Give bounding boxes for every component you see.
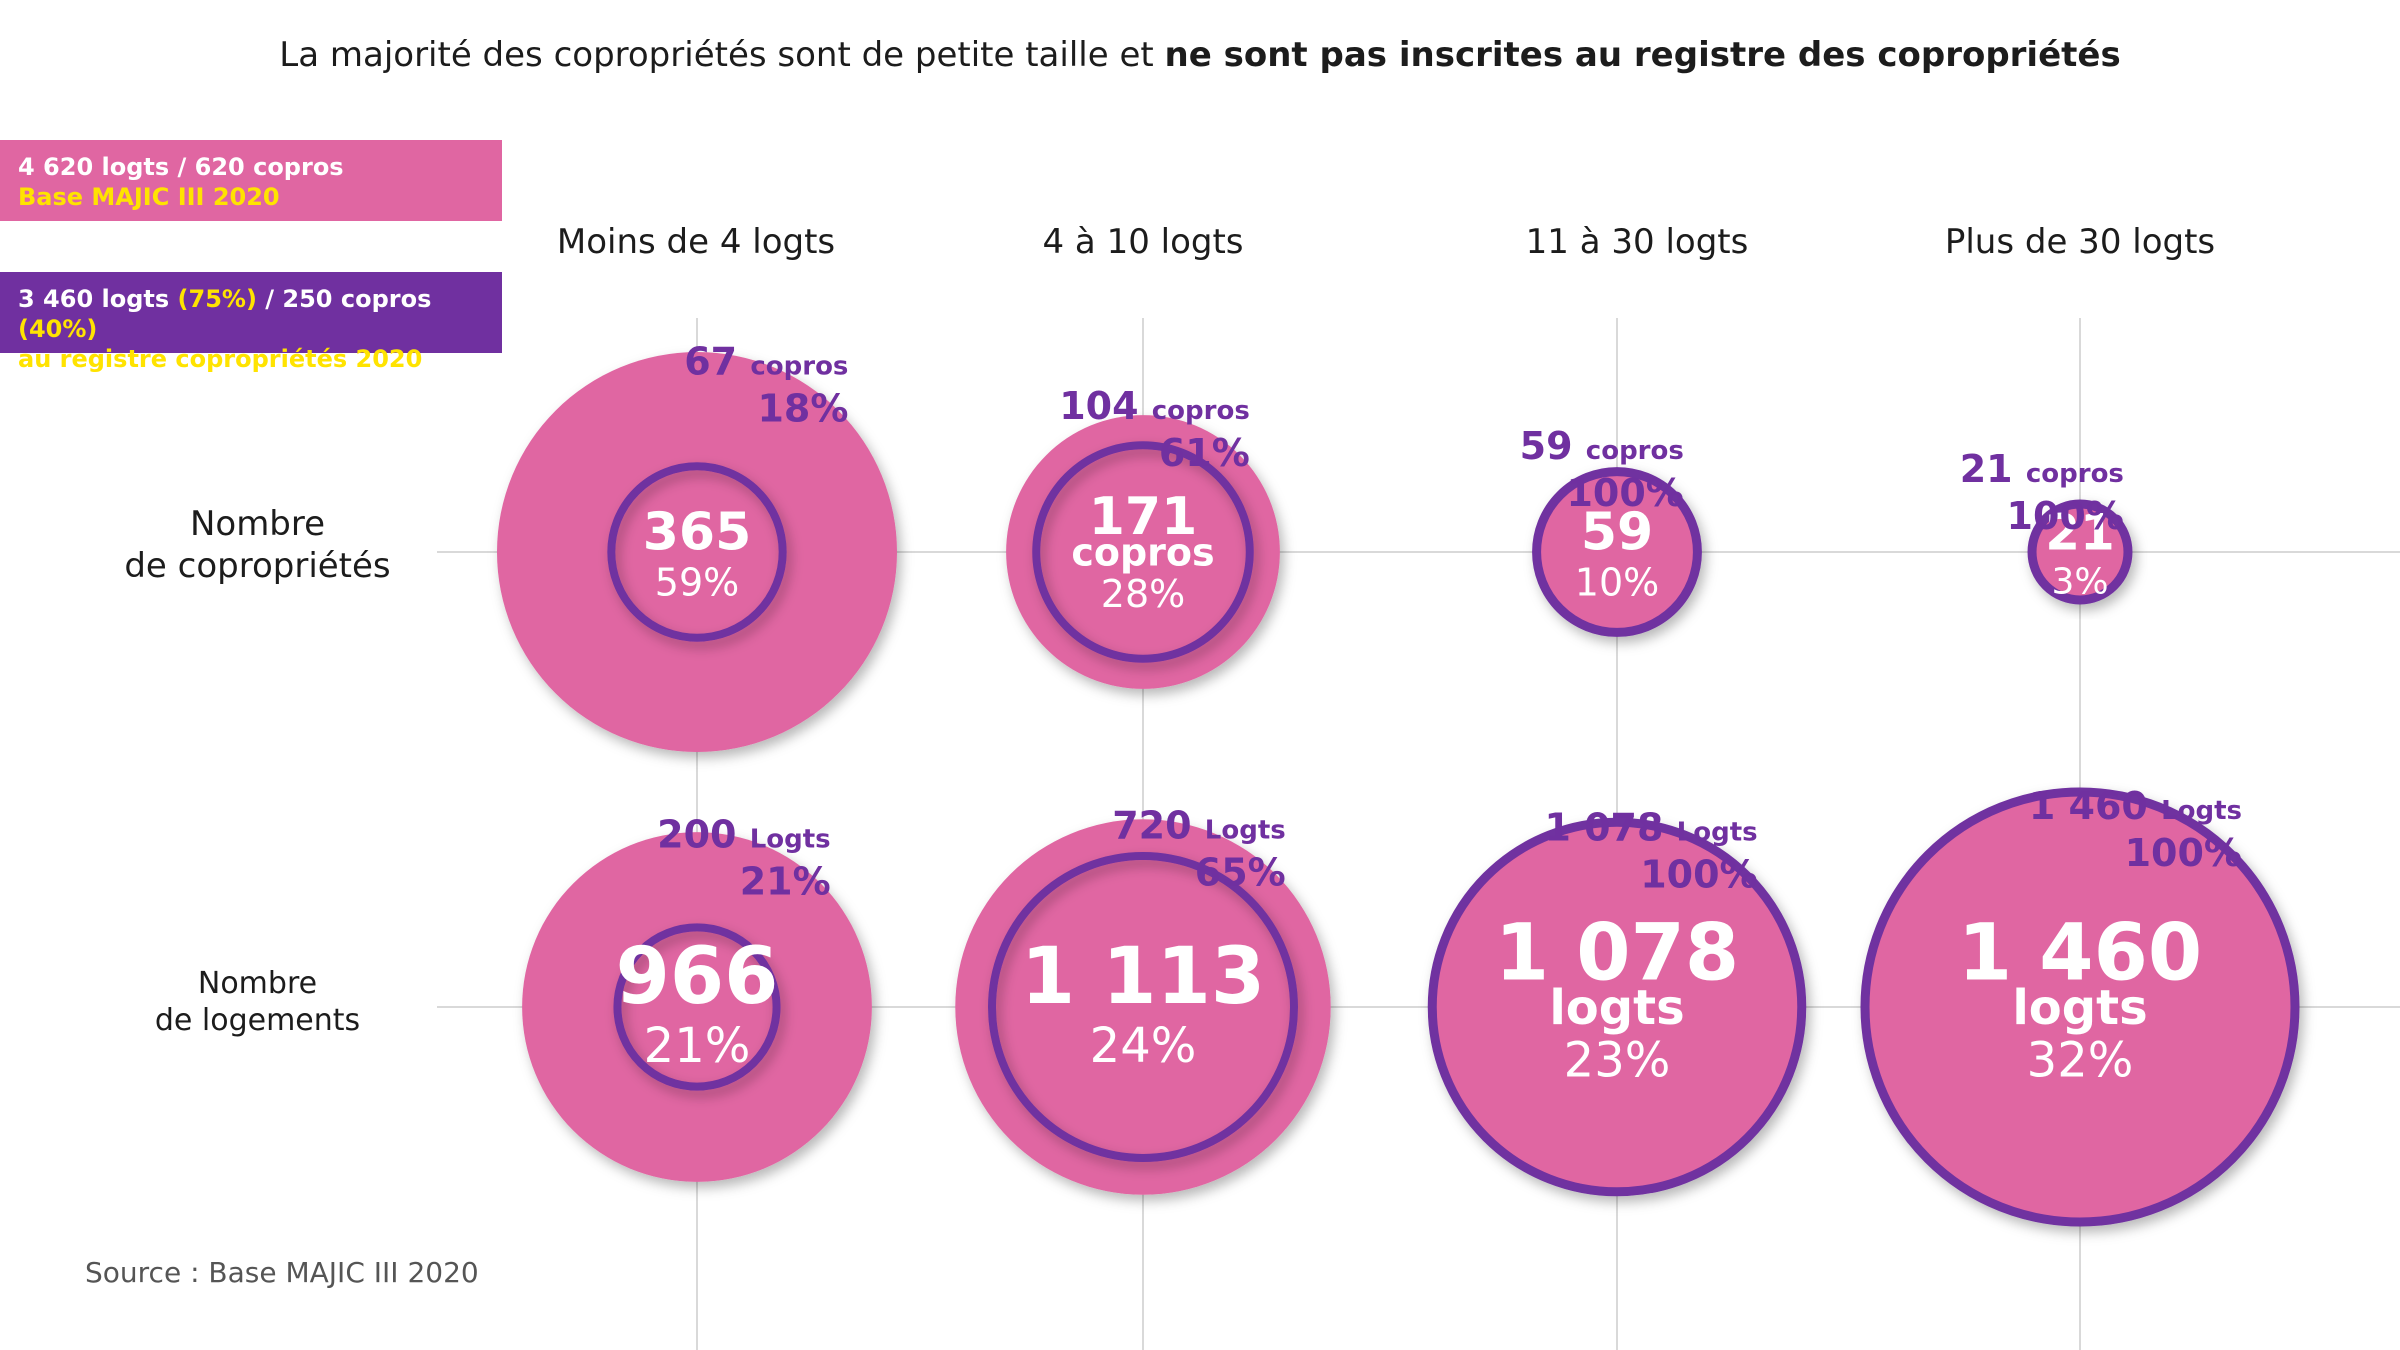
bubble-pct-label: 23% [1564,1033,1671,1089]
legend-registre-copros: 250 copros [282,285,432,313]
bubble-registre [1032,441,1254,663]
row-label-line: de logements [154,1003,361,1038]
title-bold: ne sont pas inscrites au registre des co… [1164,35,2121,75]
bubble-value-label: 1 078 [1495,909,1739,999]
bubble-value-label: 59 [1581,502,1653,562]
registre-unit: copros [750,352,848,382]
registre-count: 59 [1520,424,1586,468]
bubble-unit-label: logts [2012,980,2147,1036]
title-normal: La majorité des copropriétés sont de pet… [279,35,1154,75]
registre-count-label: 720 Logts [1112,803,1286,847]
legend-registre-sep: / [256,285,283,313]
bubble-registre [607,462,787,642]
bubble-pct-label: 10% [1575,561,1659,605]
bubble-pct-label: 59% [655,561,739,605]
chart-title: La majorité des copropriétés sont de pet… [0,35,2400,75]
bubble-value-label: 171 [1089,487,1198,547]
column-header: 4 à 10 logts [1042,222,1244,262]
registre-count-label: 21 copros [1960,447,2124,491]
legend-registre: 3 460 logts (75%) / 250 copros (40%) au … [0,272,502,373]
registre-count-label: 1 078 Logts [1544,805,1757,849]
bubble-total [1532,467,1702,637]
bubble-value-label: 21 [2045,504,2115,562]
row-label-copros: Nombre de copropriétés [0,503,515,587]
registre-count: 200 [657,812,750,856]
bubble-pct-label: 21% [644,1018,751,1074]
registre-count-label: 104 copros [1059,384,1250,428]
column-header: 11 à 30 logts [1525,222,1749,262]
legend-registre-line2: au registre copropriétés 2020 [18,345,423,373]
bubble-value-label: 966 [616,932,779,1022]
bubble-total [2027,499,2133,605]
row-label-line: de copropriétés [124,546,391,586]
bubble-pct-label: 28% [1101,572,1185,616]
registre-count: 21 [1960,447,2026,491]
bubble-total [522,832,872,1182]
registre-unit: copros [1586,436,1684,466]
bubble-registre [988,852,1298,1162]
legend-total-line2: Base MAJIC III 2020 [18,183,280,211]
registre-count-label: 1 460 Logts [2029,784,2242,828]
registre-unit: Logts [750,824,831,854]
bubble-value-label: 1 460 [1958,909,2202,999]
registre-unit: Logts [2161,796,2242,826]
bubble-pct-label: 32% [2027,1033,2134,1089]
row-label-logements: Nombre de logements [0,965,515,1039]
legend-registre-logts: 3 460 logts [18,285,170,313]
registre-unit: Logts [1205,815,1286,845]
bubble-registre [613,923,781,1091]
bubble-value-label: 1 113 [1021,932,1265,1022]
bubble-unit-label: logts [1549,980,1684,1036]
registre-pct-label: 100% [1640,852,1757,896]
row-label-line: Nombre [197,966,318,1001]
bubble-total [955,819,1331,1195]
bubble-value-label: 365 [643,502,752,562]
registre-pct-label: 100% [1566,471,1683,515]
registre-count-label: 200 Logts [657,812,831,856]
registre-unit: copros [2026,459,2124,489]
registre-pct-label: 21% [740,859,831,903]
registre-pct-label: 100% [2007,494,2124,538]
column-header: Moins de 4 logts [556,222,836,262]
legend-total: 4 620 logts / 620 copros Base MAJIC III … [0,140,502,221]
legend-total-line1: 4 620 logts / 620 copros [18,153,344,181]
registre-pct-label: 65% [1195,850,1286,894]
bubble-total [497,352,897,752]
registre-count: 1 078 [1544,805,1676,849]
legend-registre-line1: 3 460 logts (75%) / 250 copros (40%) [18,284,502,344]
registre-pct-label: 61% [1159,431,1250,475]
registre-unit: Logts [1677,817,1758,847]
registre-unit: copros [1152,396,1250,426]
column-header: Plus de 30 logts [1944,222,2216,262]
registre-count: 720 [1112,803,1205,847]
bubble-pct-label: 24% [1090,1018,1197,1074]
registre-count: 67 [684,340,750,384]
registre-pct-label: 100% [2125,831,2242,875]
source-note: Source : Base MAJIC III 2020 [85,1256,479,1289]
bubble-total [1006,415,1280,689]
legend-registre-copros-pct: (40%) [18,315,98,343]
legend-registre-logts-pct: (75%) [177,285,257,313]
bubble-total [1860,787,2300,1227]
bubble-unit-label: copros [1071,530,1214,574]
registre-pct-label: 18% [757,387,848,431]
registre-count: 1 460 [2029,784,2161,828]
row-label-line: Nombre [189,504,326,544]
registre-count: 104 [1059,384,1152,428]
bubble-pct-label: 3% [2051,561,2108,602]
registre-count-label: 67 copros [684,340,848,384]
registre-count-label: 59 copros [1520,424,1684,468]
bubble-total [1427,817,1807,1197]
bubbles [497,352,2300,1227]
